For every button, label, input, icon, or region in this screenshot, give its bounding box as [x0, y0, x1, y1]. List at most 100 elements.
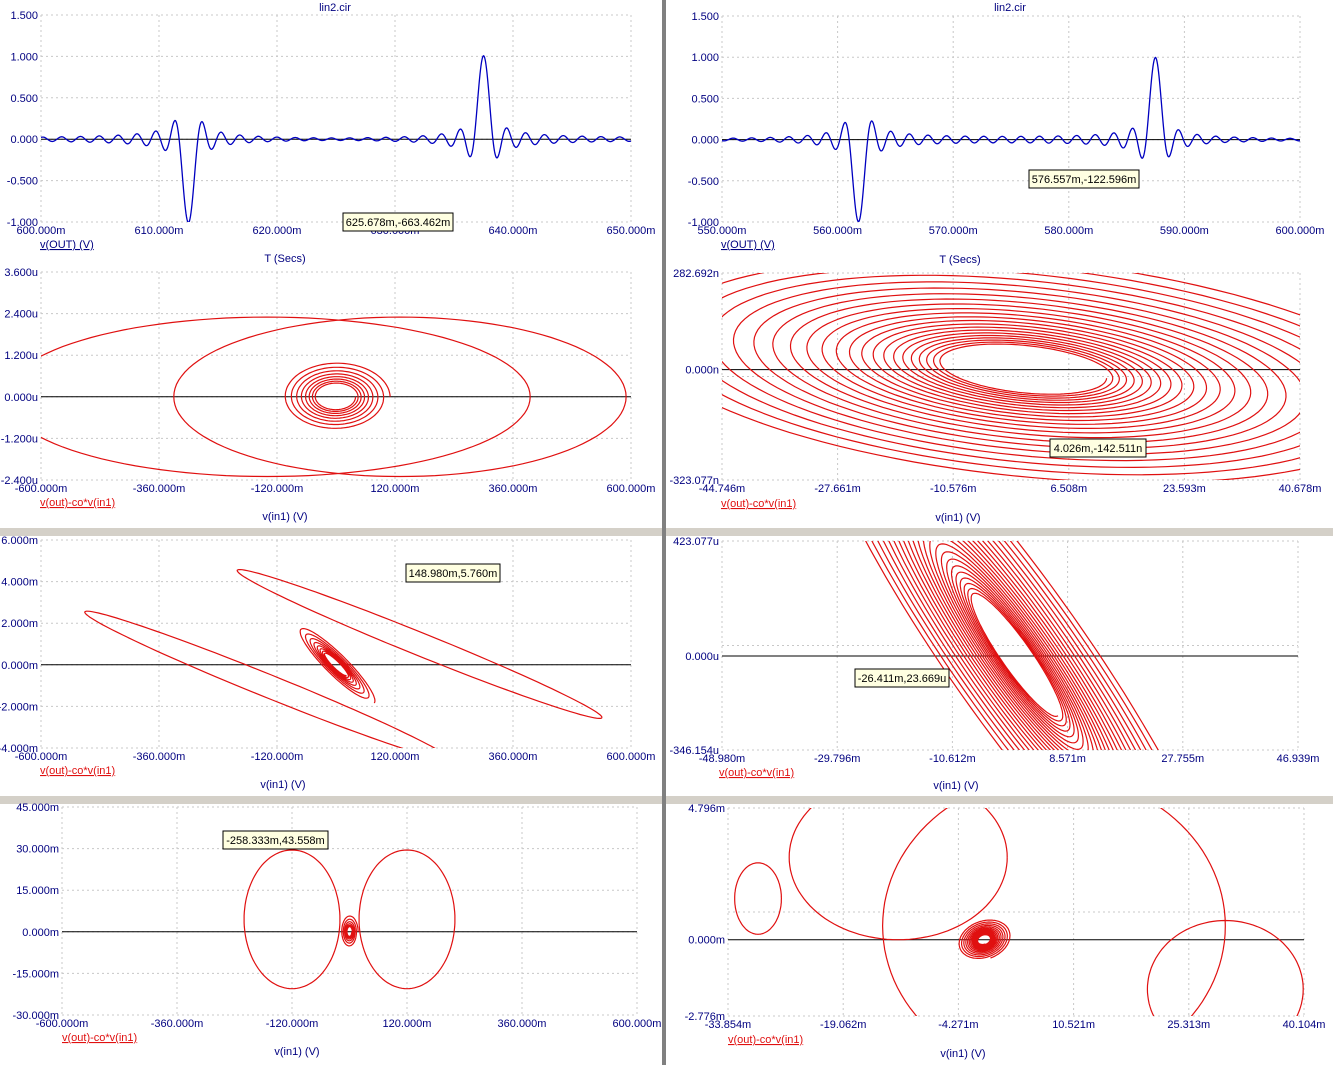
splitter-bar-1[interactable]: [0, 528, 662, 536]
x-tick-label: -10.576m: [930, 483, 976, 495]
trace-label[interactable]: v(OUT) (V): [721, 239, 775, 251]
x-tick-label: -360.000m: [133, 751, 186, 763]
x-tick-label: 23.593m: [1163, 483, 1206, 495]
x-tick-label: 8.571m: [1049, 753, 1086, 765]
x-tick-label: 590.000m: [1160, 225, 1209, 237]
y-tick-label: -2.000m: [0, 701, 38, 713]
plot-p6: v(in1) (V) v(out)-co*v(in1) -48.980m -29.…: [669, 536, 1320, 792]
trace-line: [41, 54, 631, 222]
y-tick-label: 0.000u: [4, 392, 38, 404]
plot-p1: lin2.cir T (Secs) v(OUT) (V) 600.000m 610…: [7, 2, 656, 265]
x-tick-label: -360.000m: [151, 1018, 204, 1030]
x-tick-label: 27.755m: [1161, 753, 1204, 765]
x-tick-label: -27.661m: [814, 483, 860, 495]
trace-loop: [958, 919, 1011, 959]
x-tick-label: 120.000m: [383, 1018, 432, 1030]
plot-p7: v(in1) (V) v(out)-co*v(in1) -600.000m -36…: [13, 802, 662, 1058]
x-axis-label: v(in1) (V): [262, 511, 307, 523]
x-axis-label: T (Secs): [939, 254, 980, 266]
y-tick-label: 1.500: [691, 11, 719, 23]
x-tick-label: 600.000m: [1276, 225, 1325, 237]
cursor-readout-box: [405, 563, 501, 583]
x-tick-label: -600.000m: [36, 1018, 89, 1030]
x-tick-label: 620.000m: [253, 225, 302, 237]
x-tick-label: -120.000m: [266, 1018, 319, 1030]
x-tick-label: 360.000m: [489, 751, 538, 763]
y-tick-label: 1.000: [691, 52, 719, 64]
x-tick-label: -600.000m: [15, 483, 68, 495]
trace-loop: [41, 316, 531, 478]
y-tick-label: -0.500: [688, 176, 719, 188]
y-tick-label: -0.500: [7, 176, 38, 188]
y-tick-label: -1.200u: [1, 433, 38, 445]
x-tick-label: -48.980m: [699, 753, 745, 765]
cursor-readout: 148.980m,5.760m: [409, 568, 498, 580]
x-tick-label: -44.746m: [699, 483, 745, 495]
x-axis-label: T (Secs): [264, 253, 305, 265]
splitter-bar-2[interactable]: [666, 528, 1333, 536]
plot-p8: v(in1) (V) v(out)-co*v(in1) -33.854m -19.…: [685, 803, 1326, 1060]
cursor-readout-box: [854, 668, 950, 688]
x-tick-label: 25.313m: [1167, 1019, 1210, 1031]
trace-loop: [243, 849, 341, 990]
cursor-readout: -26.411m,23.669u: [858, 673, 946, 685]
cursor-readout: 576.557m,-122.596m: [1032, 174, 1137, 186]
x-tick-label: 600.000m: [17, 225, 66, 237]
y-tick-label: 3.600u: [4, 267, 38, 279]
x-tick-label: -4.271m: [938, 1019, 978, 1031]
trace-loop: [881, 808, 1226, 1016]
trace-label[interactable]: v(out)-co*v(in1): [728, 1034, 803, 1046]
x-tick-label: -120.000m: [251, 483, 304, 495]
x-tick-label: 10.521m: [1052, 1019, 1095, 1031]
trace-label[interactable]: v(out)-co*v(in1): [719, 767, 794, 779]
trace-label[interactable]: v(out)-co*v(in1): [62, 1032, 137, 1044]
trace-loop: [284, 362, 391, 429]
x-tick-label: -600.000m: [15, 751, 68, 763]
y-tick-label: -323.077n: [669, 475, 719, 487]
x-tick-label: -10.612m: [929, 753, 975, 765]
x-tick-label: 46.939m: [1277, 753, 1320, 765]
trace-loop: [236, 569, 603, 719]
y-tick-label: 1.500: [10, 10, 38, 22]
splitter-bar-3[interactable]: [0, 796, 662, 804]
plot-p4: v(in1) (V) v(out)-co*v(in1) -44.746m -27.…: [669, 268, 1321, 524]
x-tick-label: 600.000m: [613, 1018, 662, 1030]
y-tick-label: 2.400u: [4, 309, 38, 321]
trace-loop: [341, 915, 359, 947]
y-tick-label: 6.000m: [1, 535, 38, 547]
trace-loop: [84, 610, 436, 748]
y-tick-label: 15.000m: [16, 885, 59, 897]
x-tick-label: 360.000m: [489, 483, 538, 495]
splitter-bar-4[interactable]: [666, 796, 1333, 804]
y-tick-label: -2.400u: [1, 475, 38, 487]
x-tick-label: 650.000m: [607, 225, 656, 237]
x-axis-label: v(in1) (V): [940, 1048, 985, 1060]
y-tick-label: 0.000m: [688, 935, 725, 947]
y-tick-label: -346.154u: [669, 745, 719, 757]
y-tick-label: 0.500: [691, 93, 719, 105]
y-tick-label: 4.000m: [1, 577, 38, 589]
trace-loop: [1146, 919, 1304, 1016]
y-tick-label: 1.000: [10, 51, 38, 63]
y-tick-label: 0.000: [691, 135, 719, 147]
plot-title: lin2.cir: [994, 2, 1026, 14]
trace-loop: [358, 849, 456, 990]
trace-loop: [734, 862, 782, 935]
y-tick-label: -2.776m: [685, 1011, 725, 1023]
plot-p3: v(in1) (V) v(out)-co*v(in1) -600.000m -36…: [1, 267, 656, 523]
cursor-readout-box: [342, 212, 454, 232]
x-tick-label: -19.062m: [820, 1019, 866, 1031]
x-tick-label: 360.000m: [498, 1018, 547, 1030]
trace-loop: [299, 628, 376, 704]
y-tick-label: 0.000n: [685, 365, 719, 377]
plot-p2: lin2.cir T (Secs) v(OUT) (V) 550.000m 560…: [688, 2, 1325, 266]
y-tick-label: 0.000: [10, 134, 38, 146]
trace-label[interactable]: v(OUT) (V): [40, 239, 94, 251]
x-tick-label: 560.000m: [813, 225, 862, 237]
cursor-readout: 4.026m,-142.511n: [1054, 443, 1142, 455]
trace-label[interactable]: v(out)-co*v(in1): [721, 498, 796, 510]
trace-line: [722, 56, 1300, 222]
trace-label[interactable]: v(out)-co*v(in1): [40, 765, 115, 777]
trace-label[interactable]: v(out)-co*v(in1): [40, 497, 115, 509]
